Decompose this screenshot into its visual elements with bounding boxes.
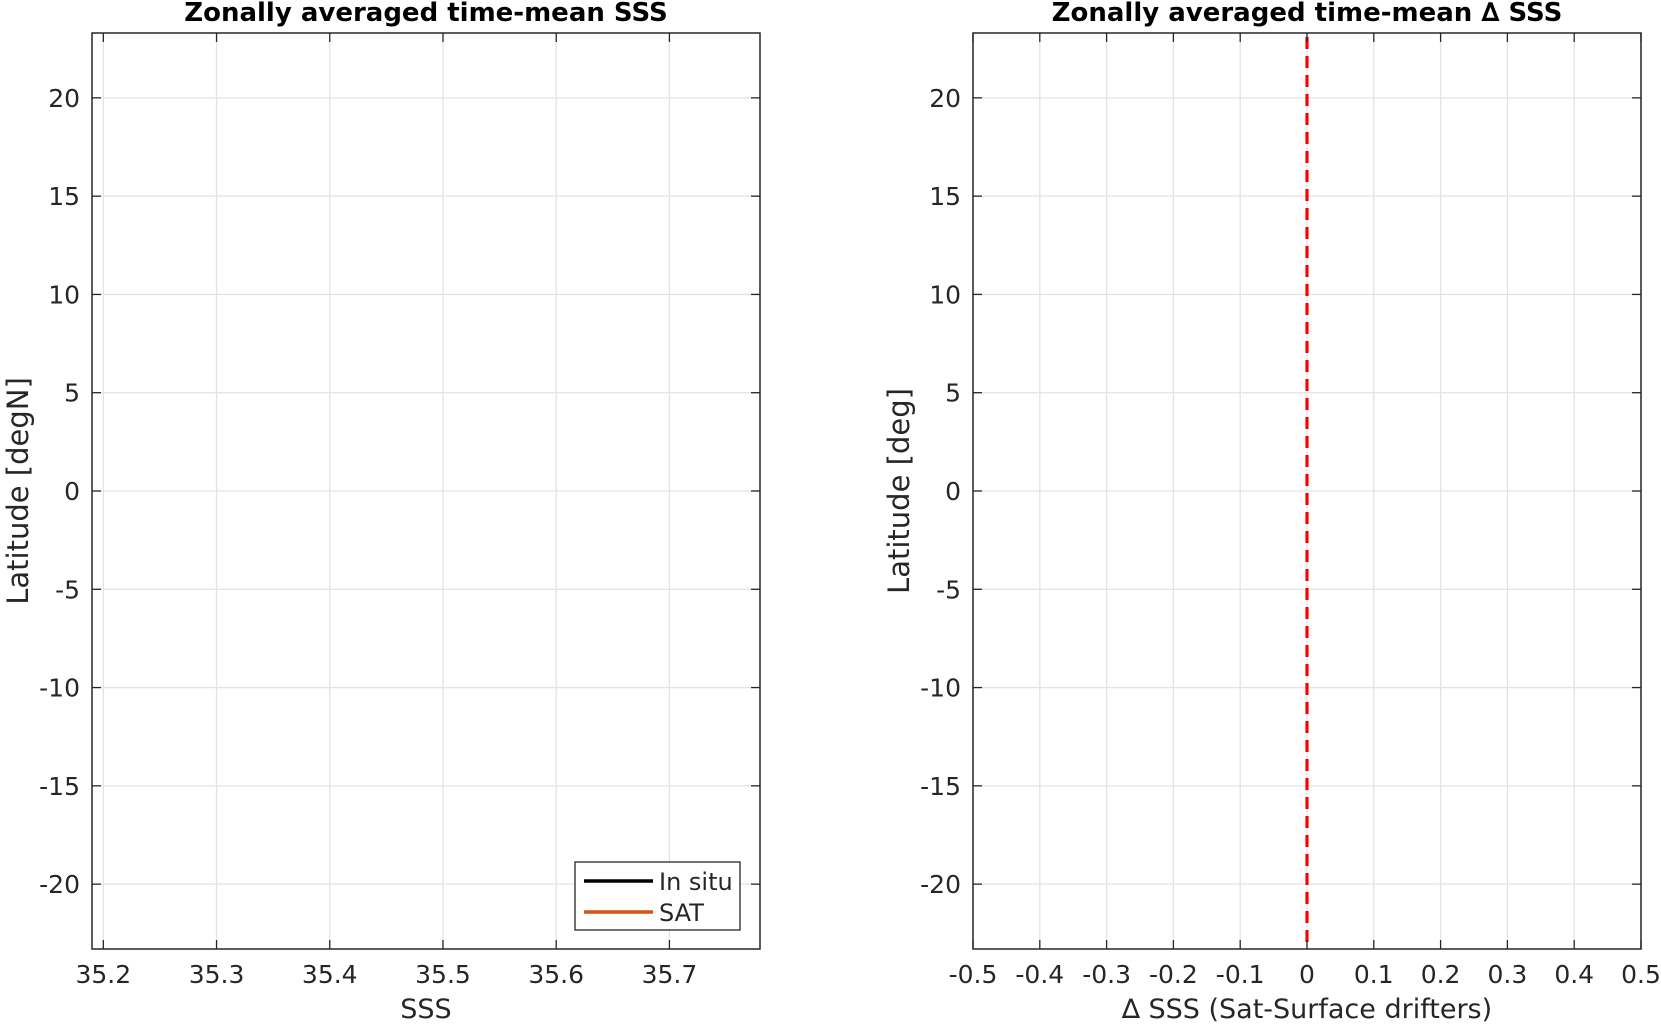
x-tick-label: 35.6 [528,960,584,989]
y-tick-label: -10 [920,674,961,703]
chart-title: Zonally averaged time-mean SSS [184,0,668,28]
x-tick-label: 0.5 [1621,960,1661,989]
y-tick-label: 5 [945,379,961,408]
y-tick-label: 20 [48,84,80,113]
y-tick-label: 0 [64,477,80,506]
x-tick-label: 0.3 [1488,960,1528,989]
x-tick-label: 35.5 [415,960,471,989]
y-tick-label: 20 [929,84,961,113]
y-tick-label: 0 [945,477,961,506]
y-tick-label: 15 [48,182,80,211]
x-tick-label: 0 [1299,960,1315,989]
x-tick-label: 0.2 [1421,960,1461,989]
chart-panel-2: -0.5 -0.4 -0.3 -0.2 -0.1 0 0.1 0.2 0.3 0.4 0.5 20 15… [882,0,1661,1025]
x-axis-label: ∆ SSS (Sat-Surface drifters) [1121,994,1492,1025]
chart-title: Zonally averaged time-mean ∆ SSS [1052,0,1563,28]
y-axis-label: Latitude [deg] [882,388,916,594]
y-tick-label: -20 [920,870,961,899]
x-tick-label: -0.3 [1082,960,1131,989]
x-tick-label: -0.4 [1015,960,1064,989]
x-tick-label: -0.1 [1216,960,1265,989]
y-tick-label: 5 [64,379,80,408]
x-tick-label: -0.2 [1149,960,1198,989]
y-tick-label: -15 [920,772,961,801]
x-tick-label: 0.4 [1554,960,1594,989]
legend-label-2: SAT [659,899,704,927]
x-tick-label: -0.5 [949,960,998,989]
x-tick-label: 35.4 [302,960,358,989]
chart-panel-1: 35.2 35.3 35.4 35.5 35.6 35.7 20 15 10 5 0 -5 -10 -15… [1,0,761,1025]
y-axis-label: Latitude [degN] [1,377,35,605]
y-tick-label: -5 [936,575,961,604]
y-tick-label: -10 [39,674,80,703]
x-axis-label: SSS [400,994,451,1025]
x-tick-label: 35.7 [642,960,698,989]
y-tick-label: 15 [929,182,961,211]
legend-box [574,861,741,931]
x-tick-label: 35.2 [75,960,131,989]
legend: In situ SAT [574,861,741,931]
y-tick-label: 10 [929,280,961,309]
y-tick-label: -15 [39,772,80,801]
x-tick-label: 0.1 [1354,960,1394,989]
y-tick-label: 10 [48,280,80,309]
legend-label-1: In situ [659,868,733,896]
y-tick-label: -20 [39,870,80,899]
x-tick-label: 35.3 [189,960,245,989]
y-tick-label: -5 [55,575,80,604]
